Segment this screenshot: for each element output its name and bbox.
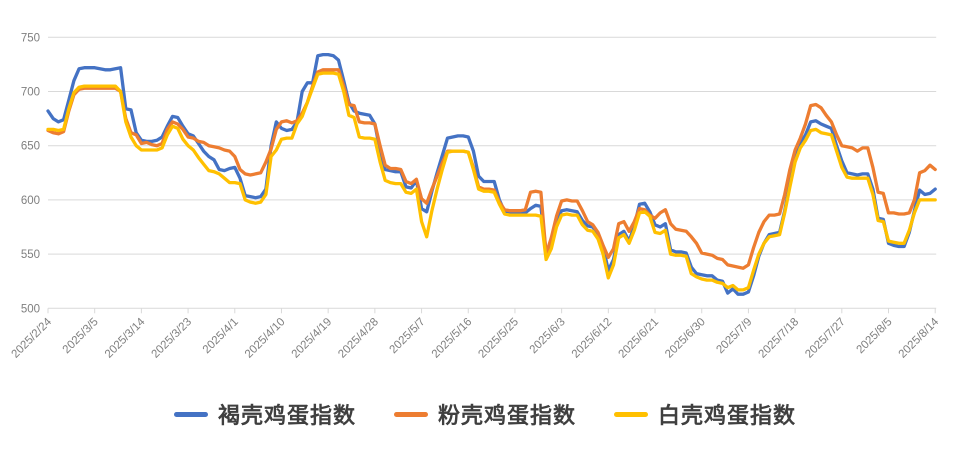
x-axis-label: 2025/3/14 xyxy=(103,316,148,361)
legend-item-brown-shell[interactable]: 褐壳鸡蛋指数 xyxy=(173,398,356,430)
x-axis-label: 2025/8/5 xyxy=(854,316,894,356)
series-line-2[interactable] xyxy=(46,71,937,292)
y-axis-label-600: 600 xyxy=(21,195,40,207)
legend-label-white: 白壳鸡蛋指数 xyxy=(658,403,797,429)
y-axis-label-700: 700 xyxy=(21,87,40,99)
x-axis-label: 2025/7/9 xyxy=(714,316,754,356)
legend-line-swatch-brown xyxy=(173,411,208,417)
x-axis-label: 2025/6/21 xyxy=(616,316,661,361)
y-axis-label-550: 550 xyxy=(21,249,40,261)
legend-item-pink-shell[interactable]: 粉壳鸡蛋指数 xyxy=(393,398,576,430)
legend-line-swatch-pink xyxy=(393,411,428,417)
x-axis-label: 2025/7/18 xyxy=(757,316,802,361)
chart-legend: 褐壳鸡蛋指数 粉壳鸡蛋指数 白壳鸡蛋指数 xyxy=(0,398,970,430)
y-axis-label-750: 750 xyxy=(21,32,40,44)
x-axis-label: 2025/3/5 xyxy=(61,316,101,356)
y-axis-label-650: 650 xyxy=(21,141,40,153)
series-line-0[interactable] xyxy=(46,52,937,296)
x-axis-label: 2025/5/25 xyxy=(476,316,521,361)
x-axis-label: 2025/4/28 xyxy=(336,316,381,361)
x-axis-label: 2025/4/19 xyxy=(290,316,335,361)
x-axis-label: 2025/2/24 xyxy=(9,316,54,361)
y-axis-label-500: 500 xyxy=(21,303,40,315)
chart-area[interactable]: 500 550 600 650 700 750 2025/2/24 2025/3/5 2025/… xyxy=(0,0,970,392)
x-axis-label: 2025/6/3 xyxy=(528,316,568,356)
x-axis-label: 2025/4/10 xyxy=(243,316,288,361)
x-axis-label: 2025/8/14 xyxy=(897,316,942,361)
x-axis-label: 2025/5/7 xyxy=(388,316,428,356)
legend-line-swatch-white xyxy=(614,411,648,417)
legend-item-white-shell[interactable]: 白壳鸡蛋指数 xyxy=(614,398,796,430)
x-axis-label: 2025/6/30 xyxy=(663,316,708,361)
x-axis-label: 2025/6/12 xyxy=(570,316,615,361)
x-axis-label: 2025/4/1 xyxy=(201,316,241,356)
legend-label-pink: 粉壳鸡蛋指数 xyxy=(437,403,576,429)
legend-label-brown: 褐壳鸡蛋指数 xyxy=(217,403,356,429)
x-axis-label: 2025/7/27 xyxy=(803,316,848,361)
series-line-1[interactable] xyxy=(46,68,937,270)
x-axis-label: 2025/3/23 xyxy=(150,316,195,361)
x-axis-label: 2025/5/16 xyxy=(430,316,475,361)
